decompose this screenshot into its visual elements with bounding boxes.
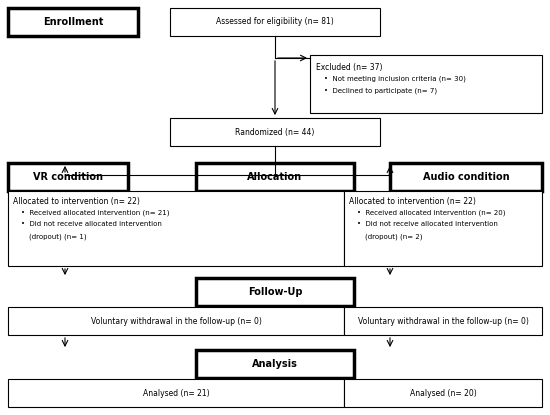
Text: VR condition: VR condition xyxy=(33,172,103,182)
Text: Allocated to intervention (n= 22): Allocated to intervention (n= 22) xyxy=(349,197,476,206)
Text: •  Received allocated intervention (n= 20): • Received allocated intervention (n= 20… xyxy=(357,209,505,215)
Text: Voluntary withdrawal in the follow-up (n= 0): Voluntary withdrawal in the follow-up (n… xyxy=(358,317,529,325)
Bar xyxy=(196,278,354,306)
Text: Analysed (n= 21): Analysed (n= 21) xyxy=(142,388,210,398)
Bar xyxy=(8,163,128,191)
Bar xyxy=(8,8,138,36)
Bar xyxy=(8,307,344,335)
Text: Randomized (n= 44): Randomized (n= 44) xyxy=(235,127,315,137)
Text: •  Did not receive allocated intervention: • Did not receive allocated intervention xyxy=(357,221,498,227)
Bar xyxy=(170,8,380,36)
Bar xyxy=(390,163,542,191)
Bar xyxy=(196,163,354,191)
Text: •  Not meeting inclusion criteria (n= 30): • Not meeting inclusion criteria (n= 30) xyxy=(324,75,466,81)
Text: •  Declined to participate (n= 7): • Declined to participate (n= 7) xyxy=(324,87,437,93)
Bar xyxy=(344,379,542,407)
Bar xyxy=(310,55,542,113)
Bar xyxy=(344,307,542,335)
Text: (dropout) (n= 2): (dropout) (n= 2) xyxy=(365,233,422,239)
Text: Voluntary withdrawal in the follow-up (n= 0): Voluntary withdrawal in the follow-up (n… xyxy=(91,317,261,325)
Bar xyxy=(344,191,542,266)
Bar xyxy=(8,191,344,266)
Text: Excluded (n= 37): Excluded (n= 37) xyxy=(316,63,382,72)
Text: •  Did not receive allocated intervention: • Did not receive allocated intervention xyxy=(21,221,162,227)
Text: •  Received allocated intervention (n= 21): • Received allocated intervention (n= 21… xyxy=(21,209,169,215)
Bar xyxy=(170,118,380,146)
Text: (dropout) (n= 1): (dropout) (n= 1) xyxy=(29,233,87,239)
Bar xyxy=(8,379,344,407)
Text: Assessed for eligibility (n= 81): Assessed for eligibility (n= 81) xyxy=(216,17,334,27)
Text: Analysis: Analysis xyxy=(252,359,298,369)
Text: Enrollment: Enrollment xyxy=(43,17,103,27)
Text: Allocation: Allocation xyxy=(248,172,302,182)
Text: Follow-Up: Follow-Up xyxy=(248,287,302,297)
Text: Allocated to intervention (n= 22): Allocated to intervention (n= 22) xyxy=(13,197,140,206)
Text: Analysed (n= 20): Analysed (n= 20) xyxy=(410,388,476,398)
Bar xyxy=(196,350,354,378)
Text: Audio condition: Audio condition xyxy=(423,172,509,182)
